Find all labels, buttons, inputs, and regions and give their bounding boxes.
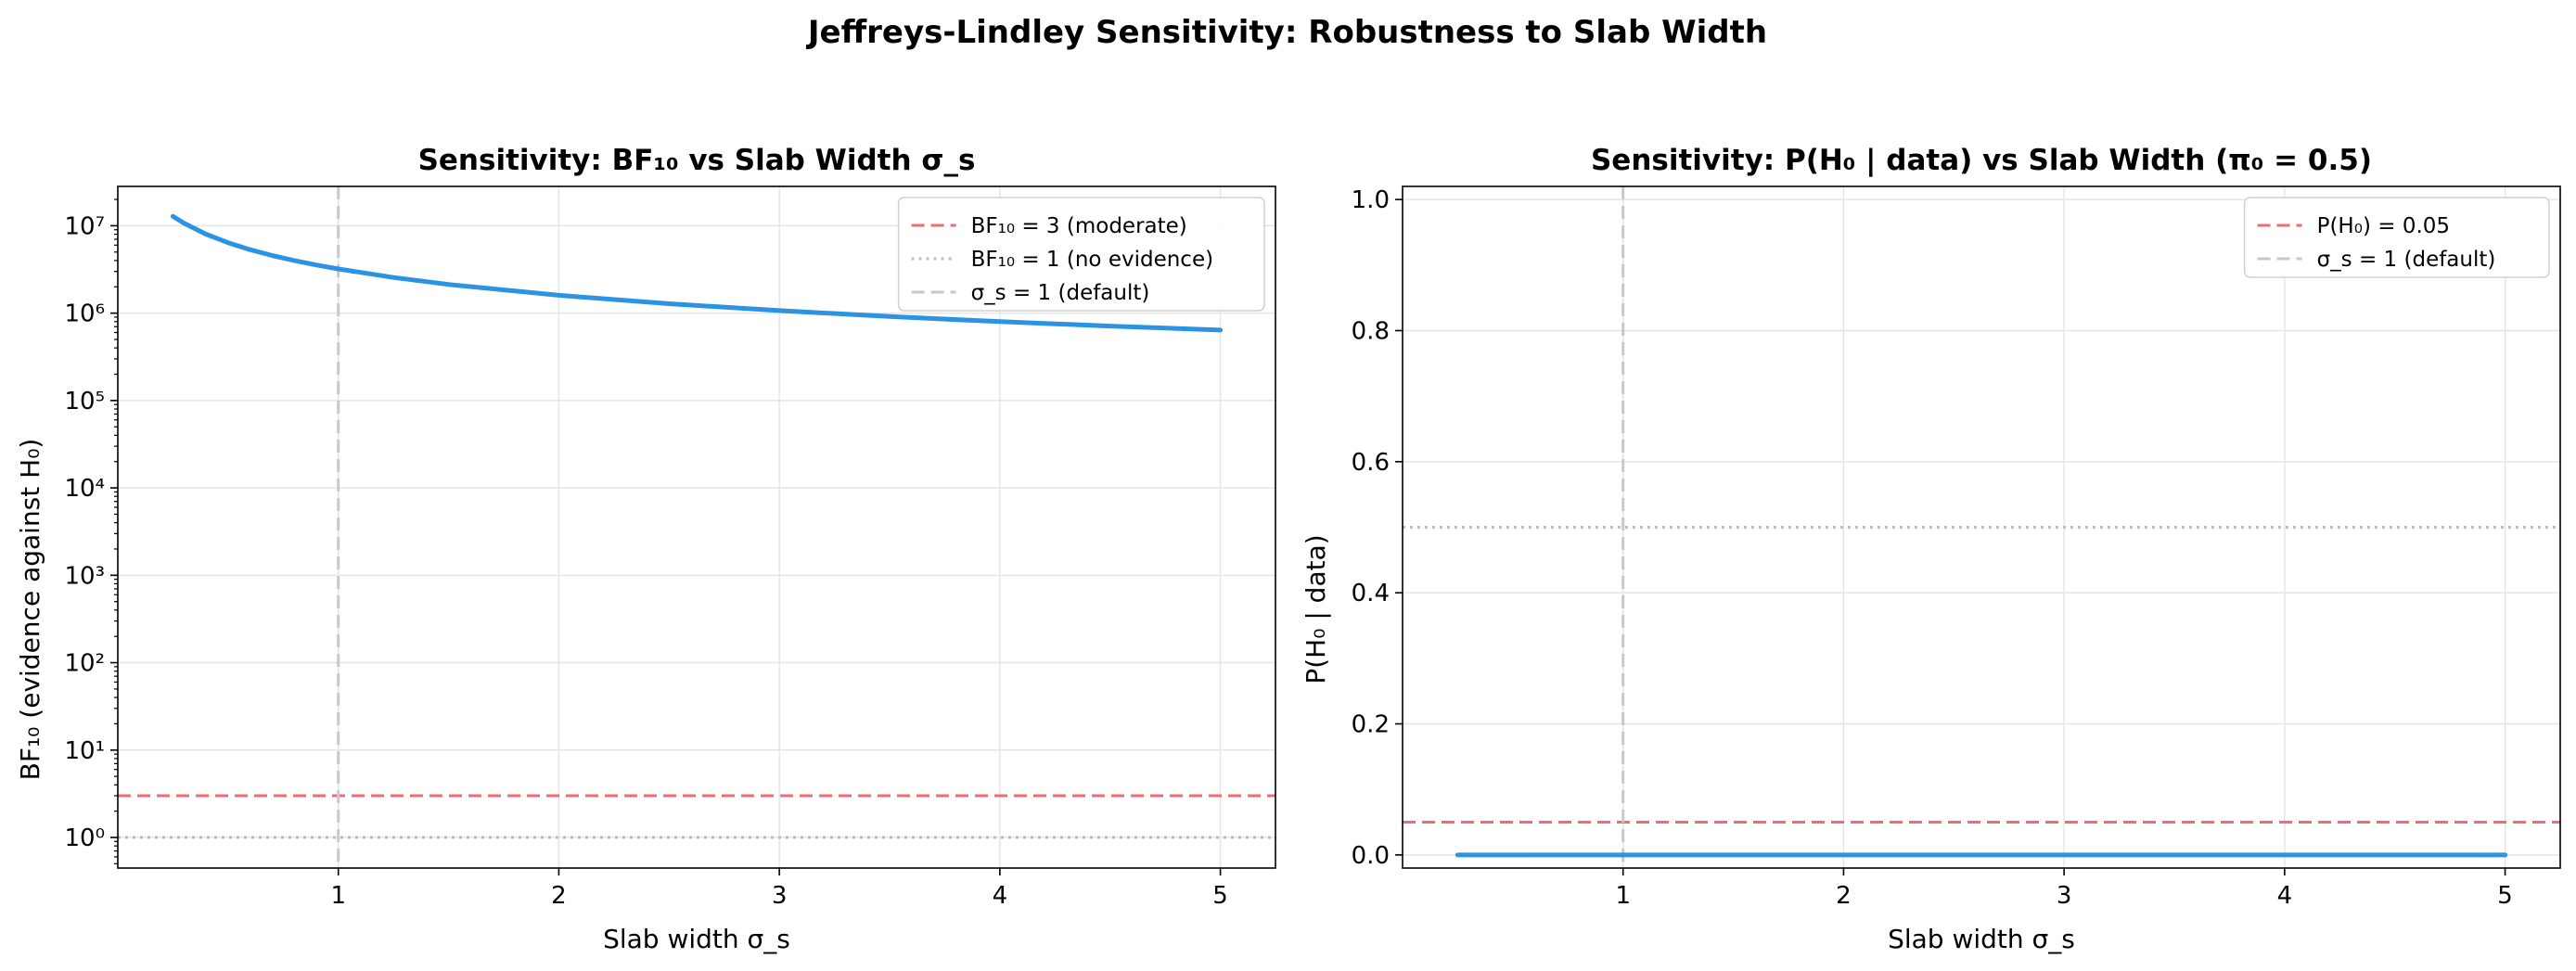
panel-posterior-null-ytick-label-0: 0.0: [1352, 842, 1390, 870]
panel-bayes-factor-xtick-label-0: 1: [330, 882, 346, 910]
panel-bayes-factor-legend-box: [897, 197, 1265, 312]
panel-posterior-null-xtick-label-1: 2: [1836, 882, 1852, 910]
panel-bayes-factor-ytick-label-5: 10⁵: [64, 388, 105, 415]
panel-posterior-null-legend-label-1: σ_s = 1 (default): [2317, 248, 2496, 272]
panel-posterior-null-ytick-label-5: 1.0: [1352, 186, 1390, 214]
panel-bayes-factor-legend-label-2: σ_s = 1 (default): [971, 281, 1150, 305]
panel-posterior-null-legend-box: [2243, 197, 2550, 278]
panel-bayes-factor-xlabel: Slab width σ_s: [603, 924, 790, 954]
panel-posterior-null-xtick-label-0: 1: [1615, 882, 1631, 910]
panel-posterior-null-ytick-label-3: 0.6: [1352, 449, 1390, 477]
panel-posterior-null-title: Sensitivity: P(H₀ | data) vs Slab Width …: [1591, 144, 2372, 177]
panel-bayes-factor-ytick-label-6: 10⁶: [64, 300, 105, 328]
panel-posterior-null-xtick-label-4: 5: [2497, 882, 2513, 910]
panel-posterior-null-legend-label-0: P(H₀) = 0.05: [2317, 214, 2450, 238]
panel-posterior-null-ytick-label-2: 0.4: [1352, 580, 1390, 607]
panel-bayes-factor-axes-frame: [117, 185, 1276, 869]
panel-bayes-factor-ytick-label-1: 10¹: [64, 737, 105, 765]
panel-posterior-null: Sensitivity: P(H₀ | data) vs Slab Width …: [1301, 144, 2561, 954]
panel-posterior-null-xlabel: Slab width σ_s: [1888, 924, 2075, 954]
figure-suptitle: Jeffreys-Lindley Sensitivity: Robustness…: [806, 14, 1767, 51]
panel-bayes-factor-legend-label-1: BF₁₀ = 1 (no evidence): [971, 248, 1213, 272]
panel-bayes-factor-legend-label-0: BF₁₀ = 3 (moderate): [971, 214, 1187, 238]
panel-bayes-factor-ytick-label-4: 10⁴: [64, 475, 105, 503]
panel-bayes-factor-ytick-label-0: 10⁰: [64, 824, 105, 852]
panel-bayes-factor: Sensitivity: BF₁₀ vs Slab Width σ_s Slab…: [15, 144, 1276, 954]
panel-bayes-factor-ytick-label-3: 10³: [64, 562, 105, 590]
panel-posterior-null-ylabel: P(H₀ | data): [1301, 534, 1331, 684]
panel-posterior-null-xtick-label-3: 4: [2277, 882, 2293, 910]
panel-bayes-factor-ytick-label-7: 10⁷: [64, 212, 105, 240]
panel-posterior-null-ytick-label-4: 0.8: [1352, 317, 1390, 345]
panel-bayes-factor-legend: BF₁₀ = 3 (moderate) BF₁₀ = 1 (no evidence…: [897, 197, 1265, 312]
panel-bayes-factor-series-line-0: [170, 213, 1224, 333]
panel-bayes-factor-xtick-label-3: 4: [993, 882, 1008, 910]
panel-bayes-factor-xtick-label-4: 5: [1212, 882, 1228, 910]
panel-bayes-factor-xtick-label-2: 3: [772, 882, 788, 910]
panel-bayes-factor-title: Sensitivity: BF₁₀ vs Slab Width σ_s: [418, 144, 976, 177]
panel-posterior-null-ytick-label-1: 0.2: [1352, 711, 1390, 739]
panel-bayes-factor-ylabel: BF₁₀ (evidence against H₀): [15, 439, 45, 781]
panel-bayes-factor-xtick-label-1: 2: [551, 882, 567, 910]
panel-posterior-null-axes-frame: [1402, 185, 2561, 869]
panel-posterior-null-xtick-label-2: 3: [2057, 882, 2072, 910]
panel-posterior-null-legend: P(H₀) = 0.05 σ_s = 1 (default): [2243, 197, 2550, 278]
panel-bayes-factor-ytick-label-2: 10²: [64, 650, 105, 678]
